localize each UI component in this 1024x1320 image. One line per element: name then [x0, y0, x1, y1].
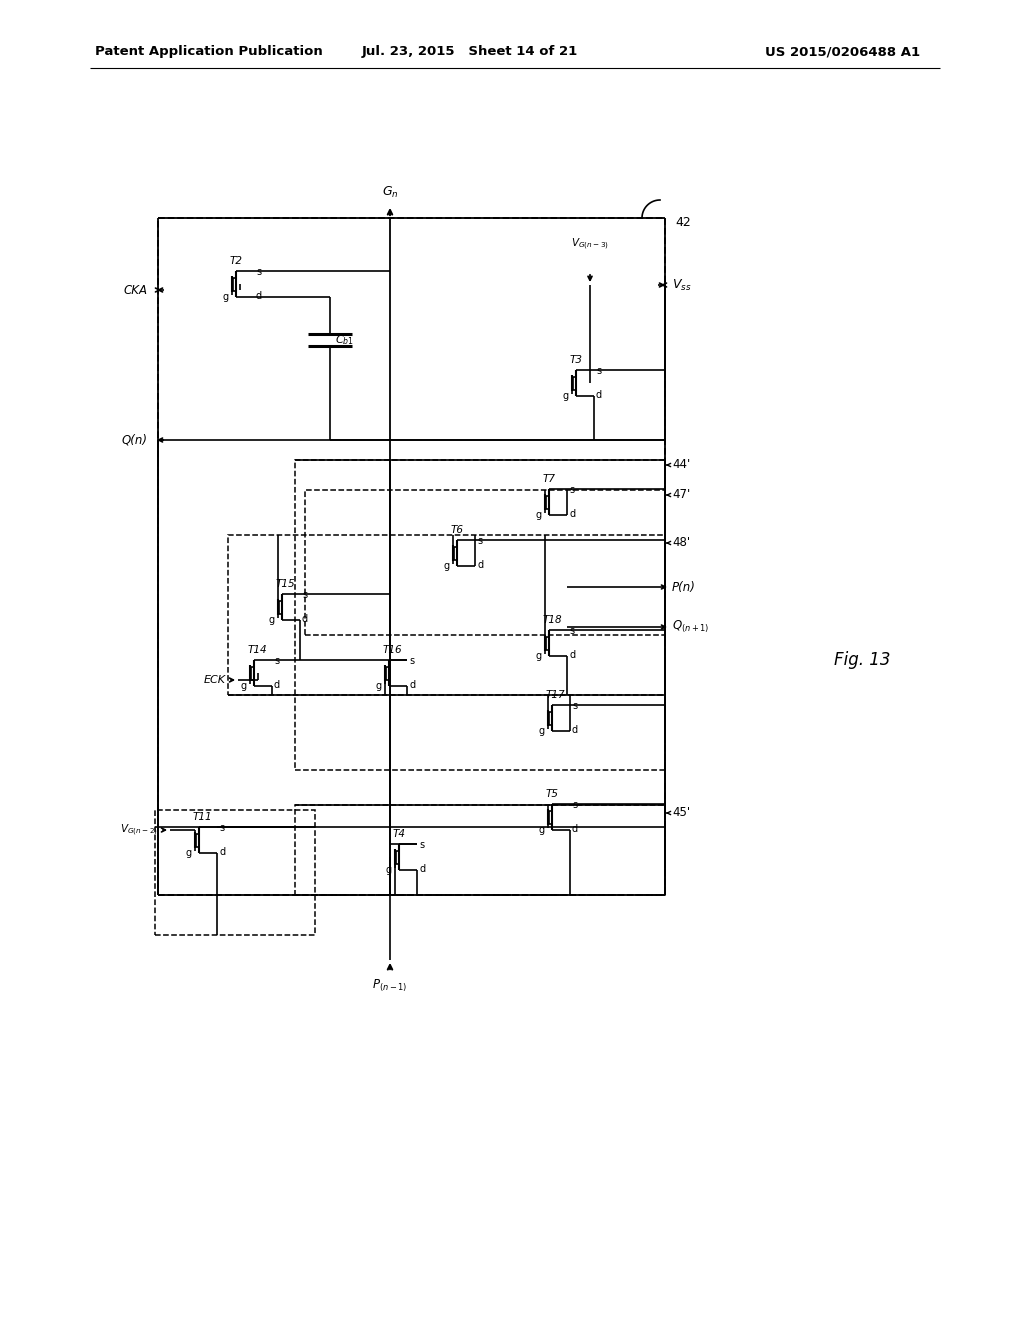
- Text: s: s: [409, 656, 414, 667]
- Text: 47': 47': [672, 488, 690, 502]
- Text: T18: T18: [543, 615, 562, 624]
- Text: $G_n$: $G_n$: [382, 185, 398, 201]
- Text: Patent Application Publication: Patent Application Publication: [95, 45, 323, 58]
- Text: s: s: [569, 484, 574, 495]
- Text: g: g: [536, 510, 542, 520]
- Text: d: d: [274, 680, 281, 690]
- Text: $C_{b1}$: $C_{b1}$: [335, 333, 354, 347]
- Text: g: g: [386, 865, 392, 875]
- Text: T14: T14: [248, 645, 267, 655]
- Text: s: s: [477, 536, 482, 546]
- Text: 44': 44': [672, 458, 690, 471]
- Text: T17: T17: [546, 690, 565, 700]
- Text: T16: T16: [383, 645, 402, 655]
- Text: Fig. 13: Fig. 13: [834, 651, 890, 669]
- Text: g: g: [539, 825, 545, 836]
- Text: g: g: [223, 292, 229, 302]
- Bar: [155, 810, 315, 935]
- Text: $V_{G(n-3)}$: $V_{G(n-3)}$: [571, 236, 609, 252]
- Text: d: d: [219, 847, 225, 857]
- Text: g: g: [269, 615, 275, 624]
- Text: $V_{ss}$: $V_{ss}$: [672, 277, 691, 293]
- Text: d: d: [409, 680, 415, 690]
- Text: T5: T5: [546, 789, 559, 799]
- Text: s: s: [572, 701, 578, 711]
- Text: Jul. 23, 2015   Sheet 14 of 21: Jul. 23, 2015 Sheet 14 of 21: [361, 45, 579, 58]
- Text: T15: T15: [276, 579, 296, 589]
- Bar: [228, 535, 665, 696]
- Text: $P_{(n-1)}$: $P_{(n-1)}$: [373, 978, 408, 994]
- Bar: [295, 459, 665, 770]
- Text: $V_{G(n-2)}$: $V_{G(n-2)}$: [120, 822, 158, 838]
- Text: T4: T4: [393, 829, 406, 840]
- Text: T3: T3: [570, 355, 583, 366]
- Text: s: s: [596, 366, 601, 376]
- Text: ECK: ECK: [204, 675, 226, 685]
- Bar: [295, 805, 665, 895]
- Text: s: s: [569, 626, 574, 636]
- Text: d: d: [572, 725, 579, 735]
- Text: T11: T11: [193, 812, 213, 822]
- Text: d: d: [569, 649, 575, 660]
- Text: s: s: [572, 800, 578, 810]
- Text: g: g: [241, 681, 247, 690]
- Text: d: d: [569, 510, 575, 519]
- Text: US 2015/0206488 A1: US 2015/0206488 A1: [765, 45, 920, 58]
- Text: 45': 45': [672, 807, 690, 820]
- Text: T2: T2: [230, 256, 243, 267]
- Text: $Q_{(n+1)}$: $Q_{(n+1)}$: [672, 619, 710, 635]
- Text: g: g: [376, 681, 382, 690]
- Text: s: s: [302, 590, 307, 601]
- Text: Q(n): Q(n): [122, 433, 148, 446]
- Text: s: s: [274, 656, 280, 667]
- Text: 48': 48': [672, 536, 690, 549]
- Text: T7: T7: [543, 474, 556, 484]
- Text: P(n): P(n): [672, 581, 696, 594]
- Text: g: g: [186, 847, 193, 858]
- Bar: [305, 490, 665, 635]
- Text: d: d: [596, 389, 602, 400]
- Text: d: d: [302, 614, 308, 624]
- Text: CKA: CKA: [124, 284, 148, 297]
- Text: g: g: [536, 651, 542, 661]
- Text: T6: T6: [451, 525, 464, 535]
- Text: g: g: [563, 391, 569, 401]
- Text: 42: 42: [675, 215, 691, 228]
- Text: d: d: [419, 865, 425, 874]
- Text: d: d: [572, 824, 579, 834]
- Text: s: s: [419, 840, 424, 850]
- Text: g: g: [443, 561, 450, 572]
- Text: s: s: [256, 267, 261, 277]
- Text: g: g: [539, 726, 545, 737]
- Text: d: d: [477, 560, 483, 570]
- Text: s: s: [219, 822, 224, 833]
- Bar: [158, 218, 665, 895]
- Text: d: d: [256, 290, 262, 301]
